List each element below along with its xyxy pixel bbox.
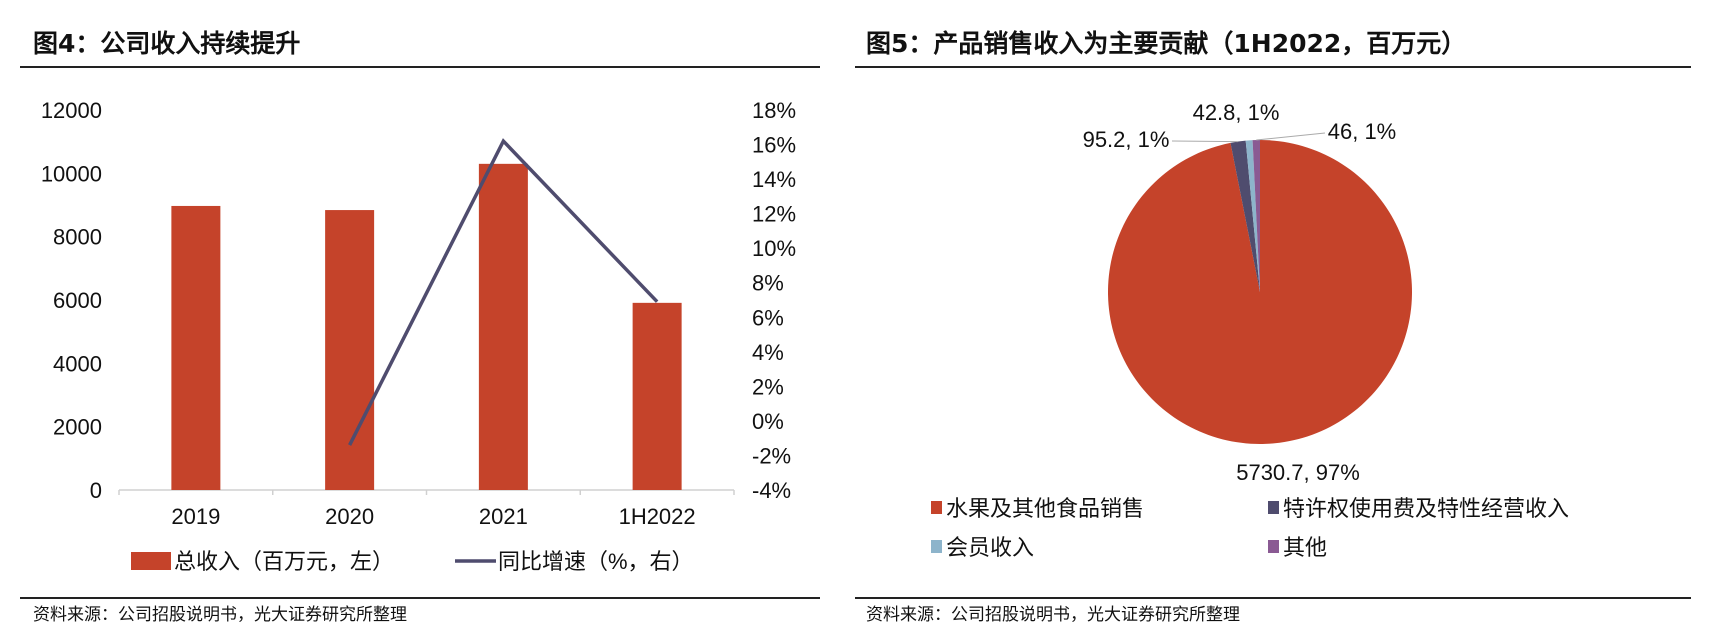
legend-label: 会员收入 — [946, 535, 1034, 560]
pie-data-label: 46, 1% — [1328, 119, 1397, 144]
y-right-tick-label: 8% — [752, 271, 784, 296]
legend-label: 其他 — [1283, 535, 1327, 560]
pie-data-label: 42.8, 1% — [1193, 100, 1280, 125]
pie-leader-line — [1256, 132, 1326, 141]
x-tick-label: 2019 — [171, 504, 220, 529]
right-source-note: 资料来源：公司招股说明书，光大证券研究所整理 — [866, 605, 1240, 625]
bar-2020 — [325, 210, 375, 491]
legend-label: 特许权使用费及特性经营收入 — [1283, 496, 1569, 521]
legend-swatch-3 — [1268, 540, 1279, 553]
y-left-tick-label: 0 — [90, 478, 102, 503]
legend-label-revenue: 总收入（百万元，左） — [174, 549, 394, 574]
y-right-tick-label: -2% — [752, 443, 791, 468]
pie-slice-2 — [1245, 140, 1260, 292]
right-chart-title: 图5：产品销售收入为主要贡献（1H2022，百万元） — [866, 29, 1467, 58]
right-title-divider — [855, 66, 1691, 68]
y-right-tick-label: 0% — [752, 409, 784, 434]
pie-slice-3 — [1252, 140, 1260, 292]
x-tick-label: 2020 — [325, 504, 374, 529]
pie-data-label: 95.2, 1% — [1083, 127, 1170, 152]
bar-2019 — [171, 205, 221, 490]
y-right-tick-label: 6% — [752, 305, 784, 330]
y-right-tick-label: 2% — [752, 374, 784, 399]
legend-swatch-0 — [931, 501, 942, 514]
y-right-tick-label: 10% — [752, 236, 796, 261]
y-left-tick-label: 10000 — [41, 161, 102, 186]
legend-label-growth: 同比增速（%，右） — [498, 549, 694, 574]
legend-label: 水果及其他食品销售 — [946, 496, 1144, 521]
bar-2021 — [478, 163, 528, 491]
y-left-tick-label: 8000 — [53, 225, 102, 250]
y-left-tick-label: 6000 — [53, 288, 102, 313]
pie-leader-line — [1171, 140, 1239, 143]
pie-data-label: 5730.7, 97% — [1236, 460, 1360, 485]
y-right-tick-label: 12% — [752, 202, 796, 227]
x-tick-label: 1H2022 — [619, 504, 696, 529]
left-footer-divider — [20, 597, 820, 599]
y-right-tick-label: 4% — [752, 340, 784, 365]
left-chart-title: 图4：公司收入持续提升 — [33, 29, 301, 58]
right-footer-divider — [855, 597, 1691, 599]
y-left-tick-label: 12000 — [41, 98, 102, 123]
y-left-tick-label: 2000 — [53, 415, 102, 440]
y-right-tick-label: 18% — [752, 98, 796, 123]
pie-slice-1 — [1230, 140, 1260, 292]
left-title-divider — [20, 66, 820, 68]
x-tick-label: 2021 — [479, 504, 528, 529]
y-right-tick-label: -4% — [752, 478, 791, 503]
bar-1H2022 — [632, 302, 682, 490]
legend-swatch-2 — [931, 540, 942, 553]
y-right-tick-label: 16% — [752, 133, 796, 158]
legend-swatch-1 — [1268, 501, 1279, 514]
left-source-note: 资料来源：公司招股说明书，光大证券研究所整理 — [33, 605, 407, 625]
legend-swatch-revenue — [131, 552, 171, 570]
y-left-tick-label: 4000 — [53, 351, 102, 376]
y-right-tick-label: 14% — [752, 167, 796, 192]
pie-slice-0 — [1108, 140, 1413, 444]
